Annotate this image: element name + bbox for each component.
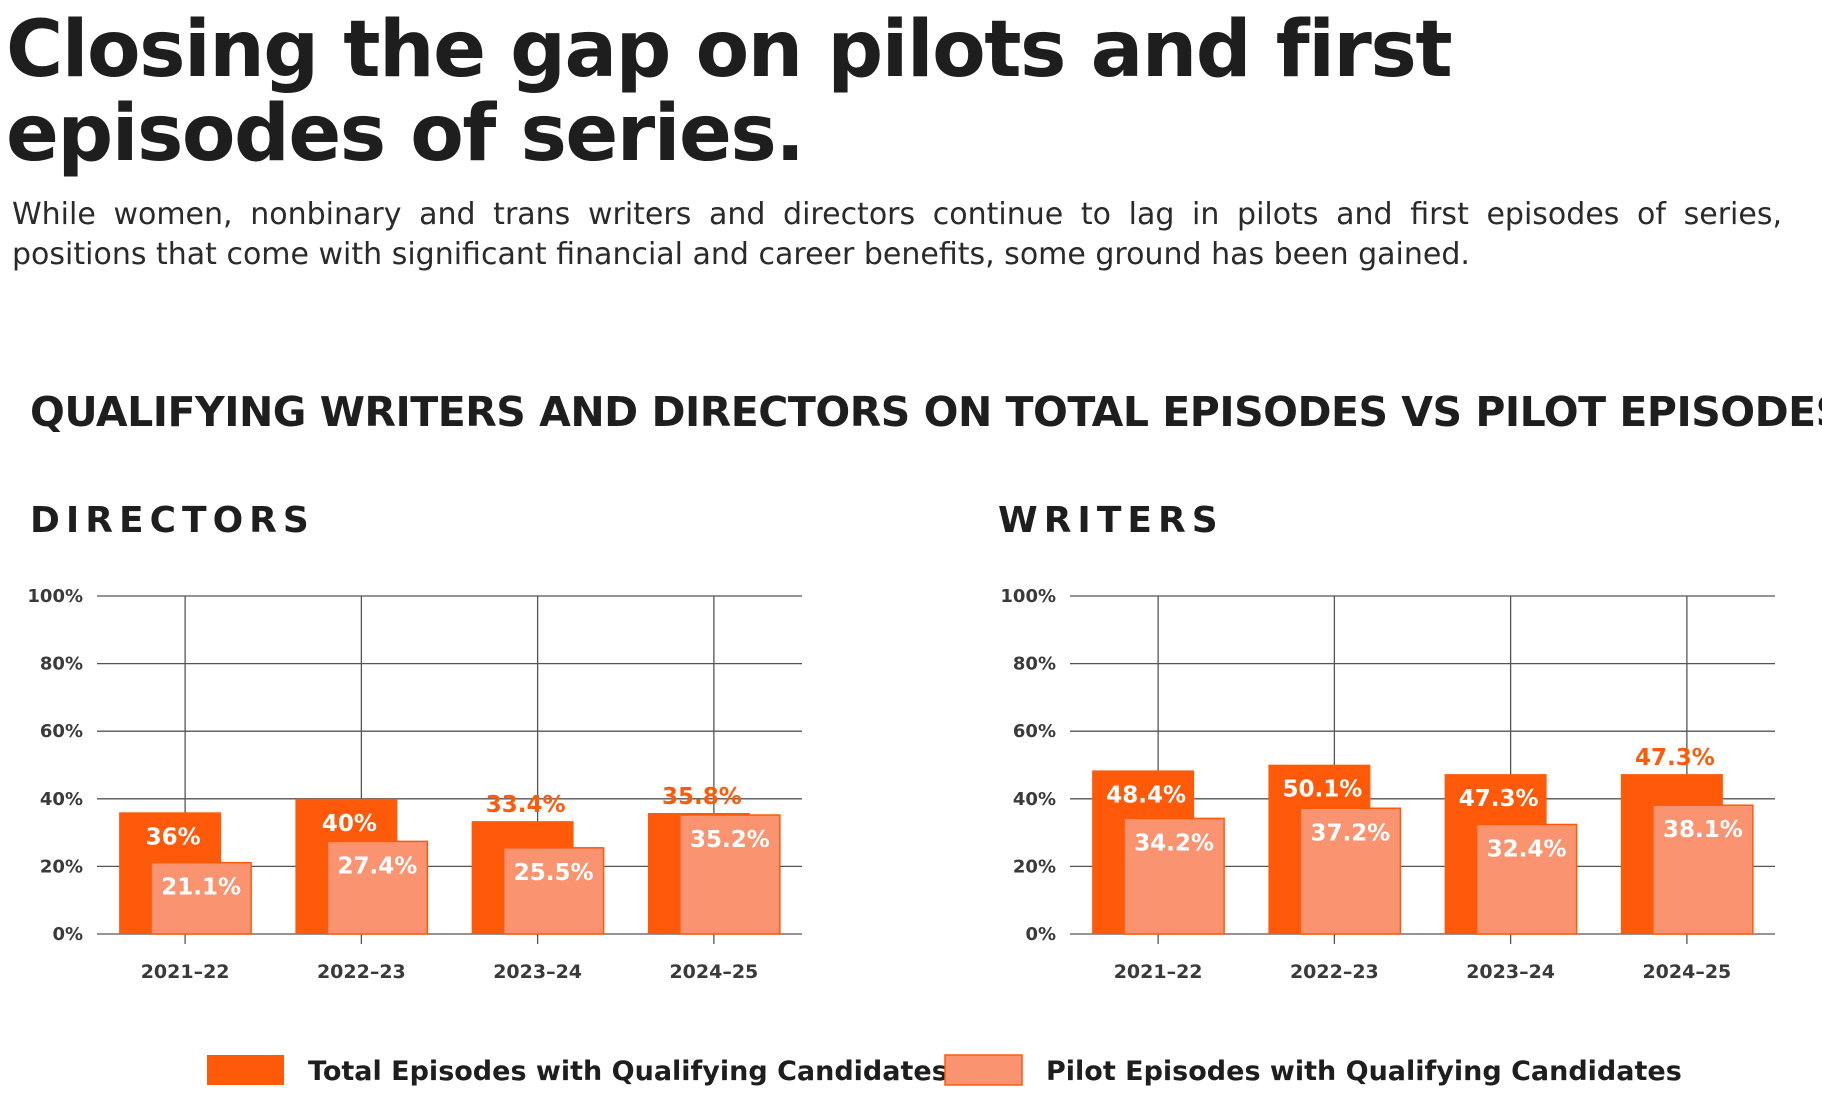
- legend-swatch: [207, 1055, 284, 1085]
- data-label-pilot: 21.1%: [161, 875, 241, 901]
- y-tick-label: 80%: [40, 654, 83, 675]
- x-tick-label: 2022–23: [1290, 961, 1379, 983]
- data-label-total: 47.3%: [1459, 786, 1539, 812]
- y-tick-label: 100%: [27, 586, 83, 607]
- x-tick-label: 2021–22: [1114, 961, 1203, 983]
- y-tick-label: 60%: [1013, 721, 1056, 742]
- x-tick-label: 2023–24: [1466, 961, 1555, 983]
- bar-pilot-episodes: [679, 814, 781, 935]
- intro-paragraph: While women, nonbinary and trans writers…: [12, 197, 1782, 272]
- x-tick-label: 2022–23: [317, 961, 406, 983]
- data-label-total: 35.8%: [662, 784, 742, 810]
- legend-swatch: [944, 1054, 1023, 1086]
- legend-label: Total Episodes with Qualifying Candidate…: [308, 1056, 948, 1087]
- x-tick-label: 2024–25: [1642, 961, 1731, 983]
- y-tick-label: 0%: [1025, 924, 1056, 945]
- chart-panel-directors: DIRECTORS 0% 20% 40% 60% 80% 100% 2021–22 2022–2…: [27, 500, 802, 983]
- data-label-pilot: 35.2%: [690, 827, 770, 853]
- bar-pilot-episodes: [150, 861, 252, 935]
- data-label-pilot: 25.5%: [514, 860, 594, 886]
- bar-pilot-episodes: [1123, 817, 1225, 935]
- bar-pilot-episodes: [326, 840, 429, 935]
- chart-panel-writers: WRITERS 0% 20% 40% 60% 80% 100% 2021–22 2022–23 2…: [998, 500, 1775, 983]
- data-label-pilot: 32.4%: [1487, 836, 1567, 862]
- data-label-pilot: 27.4%: [337, 853, 417, 879]
- bar-pilot-episodes: [1299, 807, 1402, 935]
- y-tick-label: 0%: [52, 924, 83, 945]
- panel-title: WRITERS: [998, 500, 1224, 541]
- y-tick-label: 80%: [1013, 654, 1056, 675]
- data-label-total: 36%: [146, 824, 201, 850]
- legend-label: Pilot Episodes with Qualifying Candidate…: [1046, 1056, 1682, 1087]
- data-label-total: 33.4%: [486, 792, 566, 818]
- bar-pilot-episodes: [1475, 823, 1578, 935]
- y-tick-label: 100%: [1000, 586, 1056, 607]
- data-label-pilot: 34.2%: [1134, 830, 1214, 856]
- data-label-pilot: 37.2%: [1310, 820, 1390, 846]
- x-tick-label: 2024–25: [669, 961, 758, 983]
- y-tick-label: 20%: [1013, 856, 1056, 877]
- data-label-pilot: 38.1%: [1663, 817, 1743, 843]
- chart-section-title: QUALIFYING WRITERS AND DIRECTORS ON TOTA…: [30, 388, 1822, 436]
- data-label-total: 48.4%: [1106, 782, 1186, 808]
- bar-pilot-episodes: [1652, 804, 1754, 935]
- y-tick-label: 20%: [40, 856, 83, 877]
- data-label-total: 47.3%: [1635, 745, 1715, 771]
- y-tick-label: 40%: [40, 789, 83, 810]
- x-tick-label: 2021–22: [141, 961, 230, 983]
- page-headline: Closing the gap on pilots and first epis…: [6, 5, 1453, 179]
- panel-title: DIRECTORS: [30, 500, 315, 541]
- y-tick-label: 40%: [1013, 789, 1056, 810]
- chart-legend: Total Episodes with Qualifying Candidate…: [207, 1054, 1682, 1087]
- bar-pilot-episodes: [502, 847, 605, 935]
- data-label-total: 40%: [322, 811, 377, 837]
- y-tick-label: 60%: [40, 721, 83, 742]
- x-tick-label: 2023–24: [493, 961, 582, 983]
- data-label-total: 50.1%: [1282, 777, 1362, 803]
